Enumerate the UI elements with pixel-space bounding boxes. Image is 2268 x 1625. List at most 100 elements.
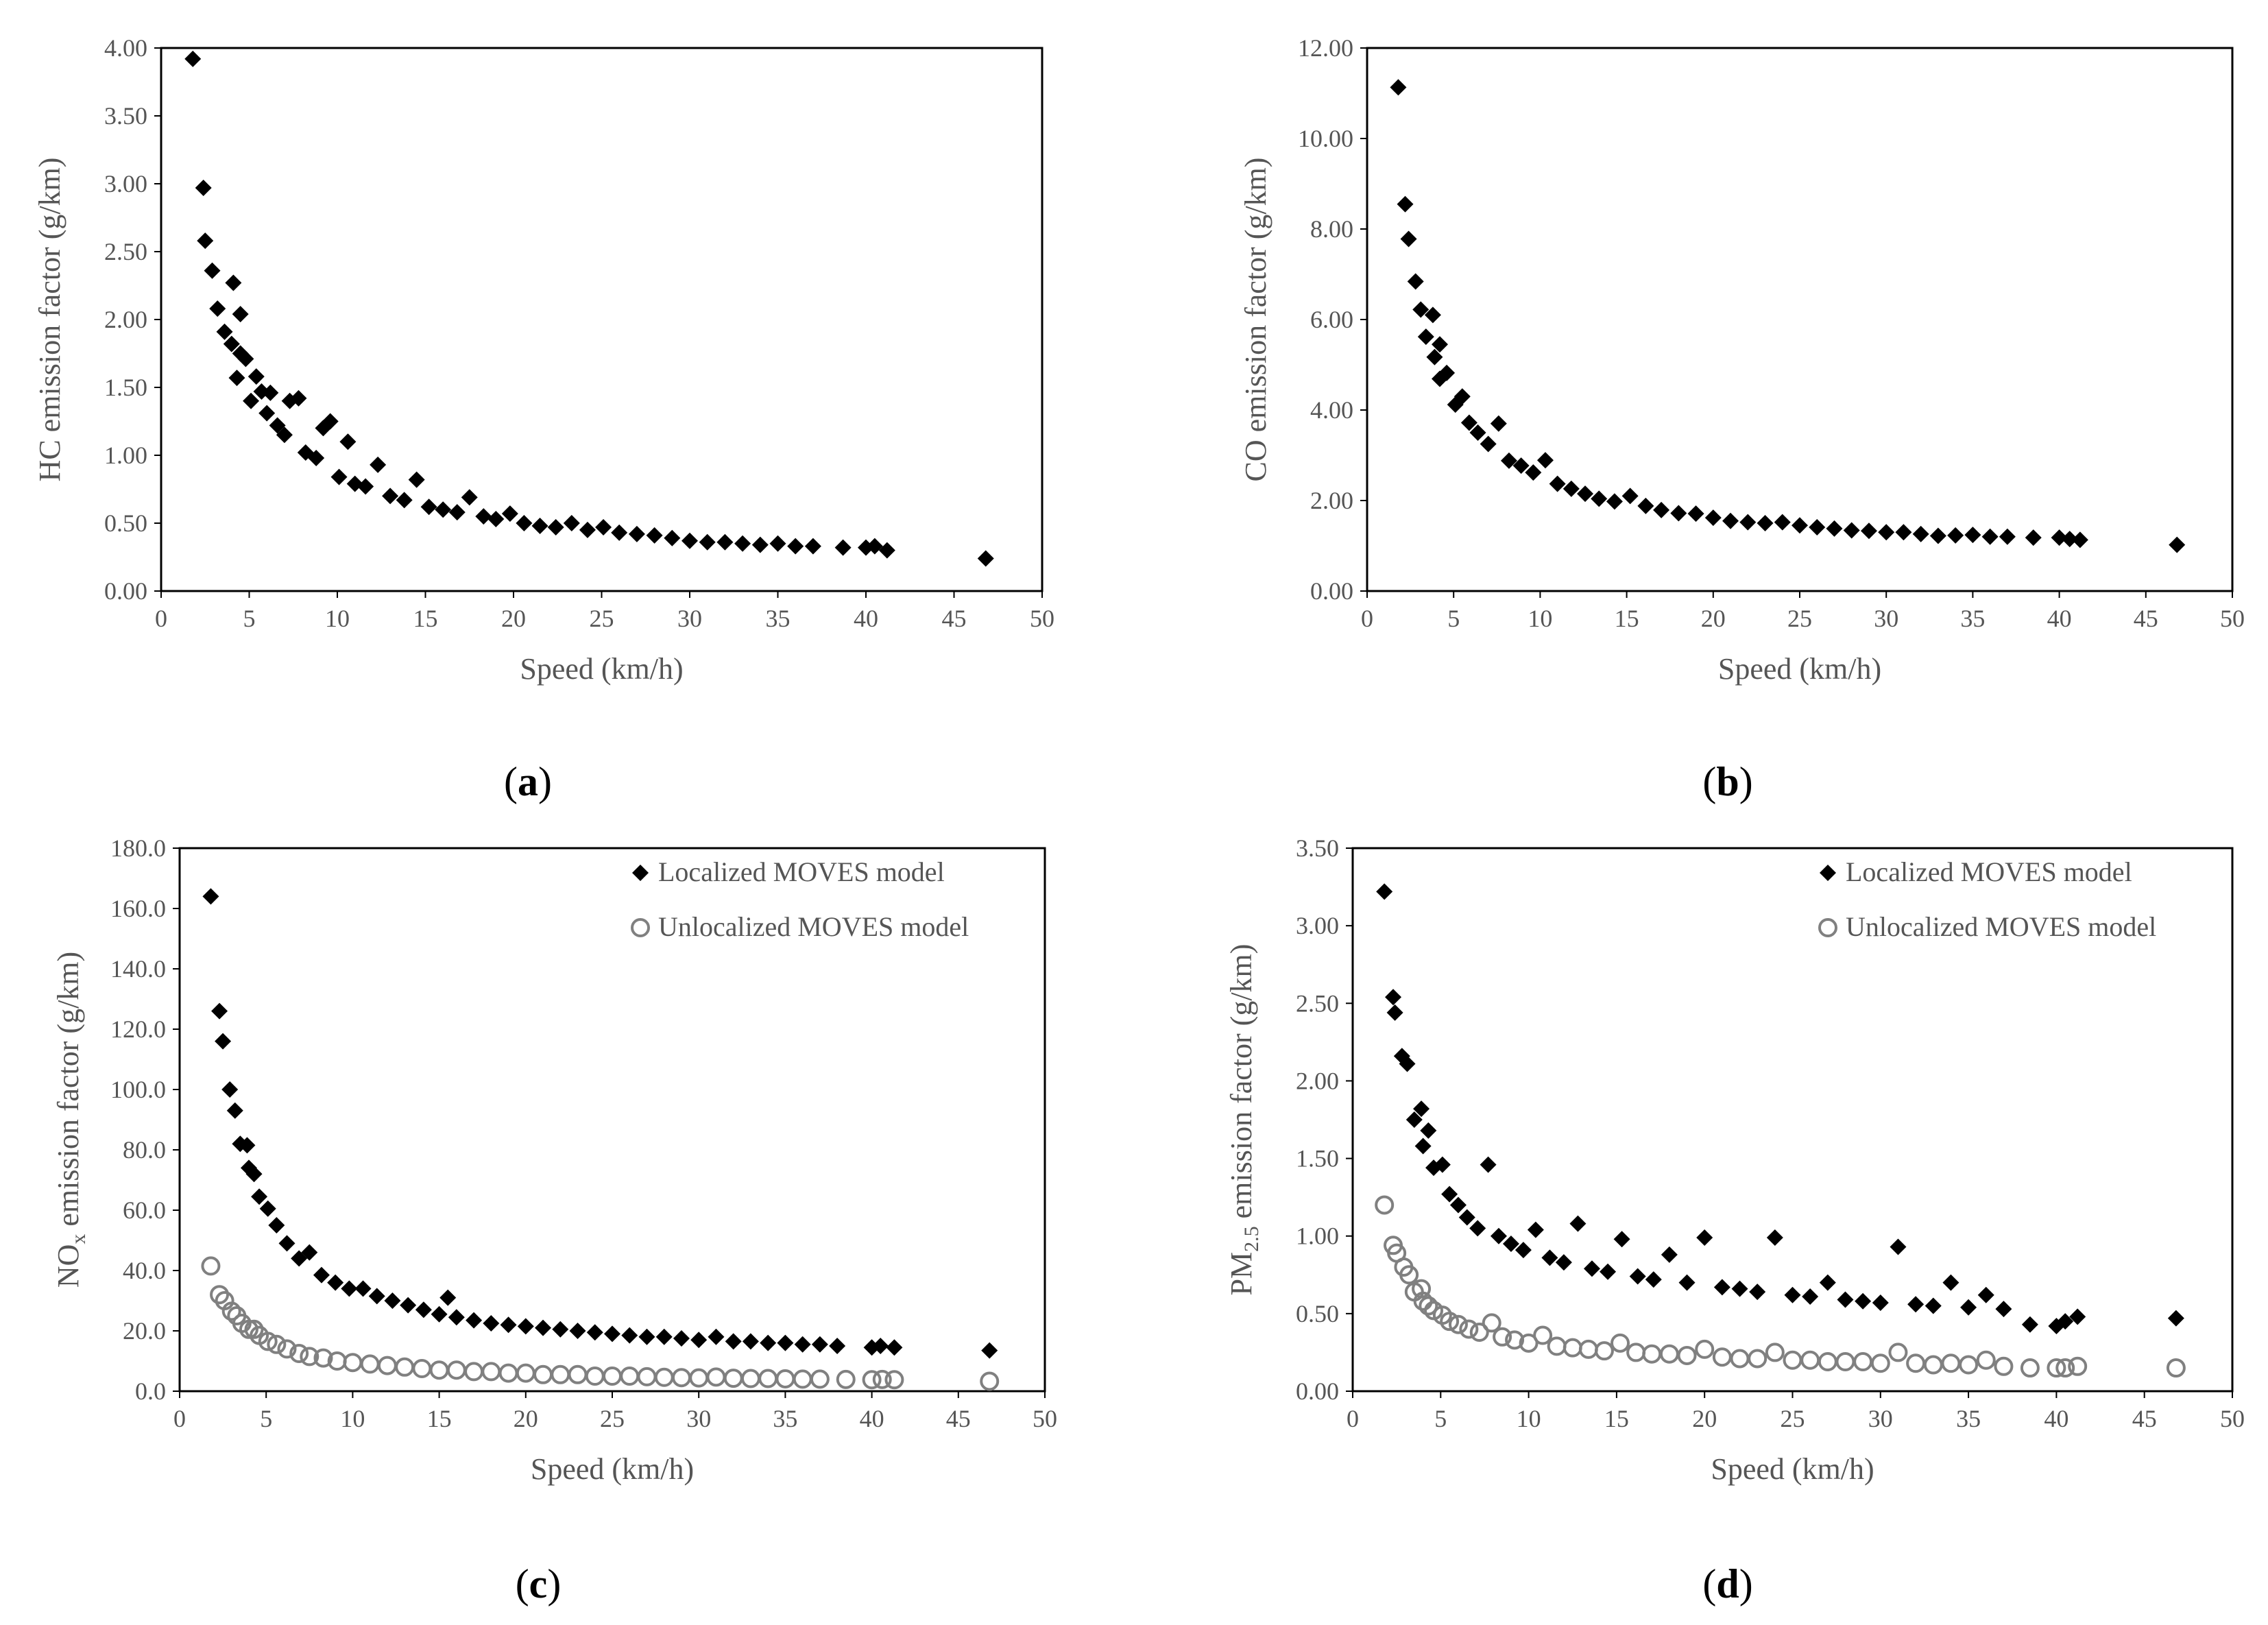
- data-point: [1482, 1313, 1501, 1333]
- x-tick-label: 0: [155, 605, 167, 632]
- data-point: [1890, 1238, 1907, 1255]
- data-point: [595, 518, 612, 535]
- y-tick-label: 3.00: [1296, 912, 1339, 939]
- x-tick-label: 30: [1874, 605, 1898, 632]
- data-point: [689, 1368, 709, 1388]
- data-point: [655, 1328, 673, 1345]
- data-point: [1959, 1355, 1979, 1375]
- data-point: [1502, 1236, 1519, 1253]
- data-point: [259, 1200, 276, 1217]
- data-point: [1964, 527, 1981, 544]
- data-point: [368, 1288, 385, 1305]
- data-point: [221, 1301, 241, 1321]
- data-point: [1712, 1347, 1732, 1367]
- data-point: [1386, 1004, 1403, 1021]
- data-point: [1942, 1274, 1959, 1291]
- data-point: [308, 449, 325, 466]
- data-point: [1912, 525, 1929, 542]
- data-point: [2167, 1310, 2184, 1327]
- data-point: [1749, 1284, 1766, 1301]
- data-point: [439, 1289, 457, 1306]
- data-point: [516, 1363, 535, 1383]
- data-point: [2071, 531, 2088, 549]
- data-point: [276, 426, 293, 444]
- data-point: [1843, 522, 1860, 539]
- x-axis-title: Speed (km/h): [520, 652, 683, 686]
- x-tick-label: 15: [427, 1405, 452, 1432]
- data-point: [1563, 1338, 1582, 1358]
- data-point: [535, 1319, 552, 1336]
- y-tick-label: 0.50: [1296, 1300, 1339, 1327]
- data-point: [628, 525, 645, 542]
- legend-marker-diamond: [1820, 865, 1836, 881]
- data-point: [777, 1334, 794, 1351]
- data-point: [195, 179, 212, 196]
- y-tick-label: 12.00: [1298, 34, 1353, 62]
- data-point: [1399, 1265, 1419, 1285]
- data-point: [464, 1362, 484, 1382]
- data-point: [301, 1244, 318, 1261]
- data-point: [1512, 457, 1530, 474]
- data-point: [429, 1360, 449, 1380]
- data-point: [1533, 1325, 1553, 1345]
- data-point: [1563, 480, 1580, 497]
- data-point: [1999, 528, 2016, 545]
- data-point: [552, 1321, 569, 1338]
- data-point: [872, 1338, 889, 1354]
- y-tick-label: 0.00: [1296, 1377, 1339, 1405]
- data-point: [267, 1334, 287, 1354]
- data-point: [1493, 1327, 1512, 1347]
- series-unlocalized-moves-model: [1375, 1195, 2186, 1378]
- series-localized-moves-model: [202, 888, 998, 1359]
- data-point: [313, 1348, 333, 1368]
- data-point: [1449, 1196, 1467, 1214]
- data-point: [1809, 518, 1826, 535]
- data-point: [1800, 1350, 1820, 1370]
- x-tick-label: 45: [942, 605, 967, 632]
- y-tick-label: 3.00: [104, 170, 147, 197]
- data-point: [734, 535, 751, 552]
- data-point: [708, 1328, 725, 1345]
- x-tick-label: 50: [2220, 605, 2245, 632]
- data-point: [1907, 1296, 1925, 1313]
- x-tick-label: 30: [686, 1405, 711, 1432]
- data-point: [1923, 1355, 1943, 1375]
- x-tick-label: 10: [340, 1405, 365, 1432]
- y-axis-title-part: emission factor (g/km): [1225, 944, 1258, 1227]
- data-point: [487, 511, 505, 528]
- data-point: [1766, 1229, 1783, 1246]
- data-point: [1645, 1271, 1662, 1288]
- data-point: [637, 1367, 657, 1386]
- data-point: [760, 1334, 777, 1351]
- y-tick-label: 0.0: [135, 1377, 166, 1405]
- data-point: [1906, 1353, 1926, 1373]
- data-point: [1578, 1339, 1598, 1359]
- y-tick-label: 80.0: [123, 1136, 166, 1164]
- data-point: [1407, 273, 1424, 290]
- panel-d: 0 5 10 15 20 25 30 35 40 45 50 0.00 0.50 1.00 1.50 2.00…: [1225, 834, 2245, 1486]
- data-point: [1525, 464, 1542, 481]
- legend-label: Unlocalized MOVES model: [1846, 911, 2156, 942]
- data-point: [533, 1364, 553, 1384]
- y-tick-label: 4.00: [1310, 396, 1353, 424]
- data-point: [804, 538, 821, 555]
- data-point: [673, 1330, 690, 1347]
- data-point: [466, 1312, 483, 1329]
- x-tick-label: 5: [1434, 1405, 1447, 1432]
- data-point: [215, 1033, 232, 1050]
- data-point: [690, 1332, 708, 1349]
- data-point: [360, 1354, 380, 1374]
- data-point: [769, 535, 786, 552]
- y-tick-label: 120.0: [110, 1015, 166, 1043]
- y-axis-title-subscript: x: [67, 1234, 90, 1244]
- x-tick-label: 5: [243, 605, 256, 632]
- data-point: [268, 1217, 285, 1233]
- data-point: [1412, 301, 1429, 318]
- x-tick-label: 45: [946, 1405, 971, 1432]
- data-point: [1621, 487, 1639, 505]
- data-point: [1870, 1353, 1890, 1373]
- data-point: [415, 1301, 432, 1319]
- data-point: [1687, 505, 1704, 522]
- data-point: [787, 538, 804, 555]
